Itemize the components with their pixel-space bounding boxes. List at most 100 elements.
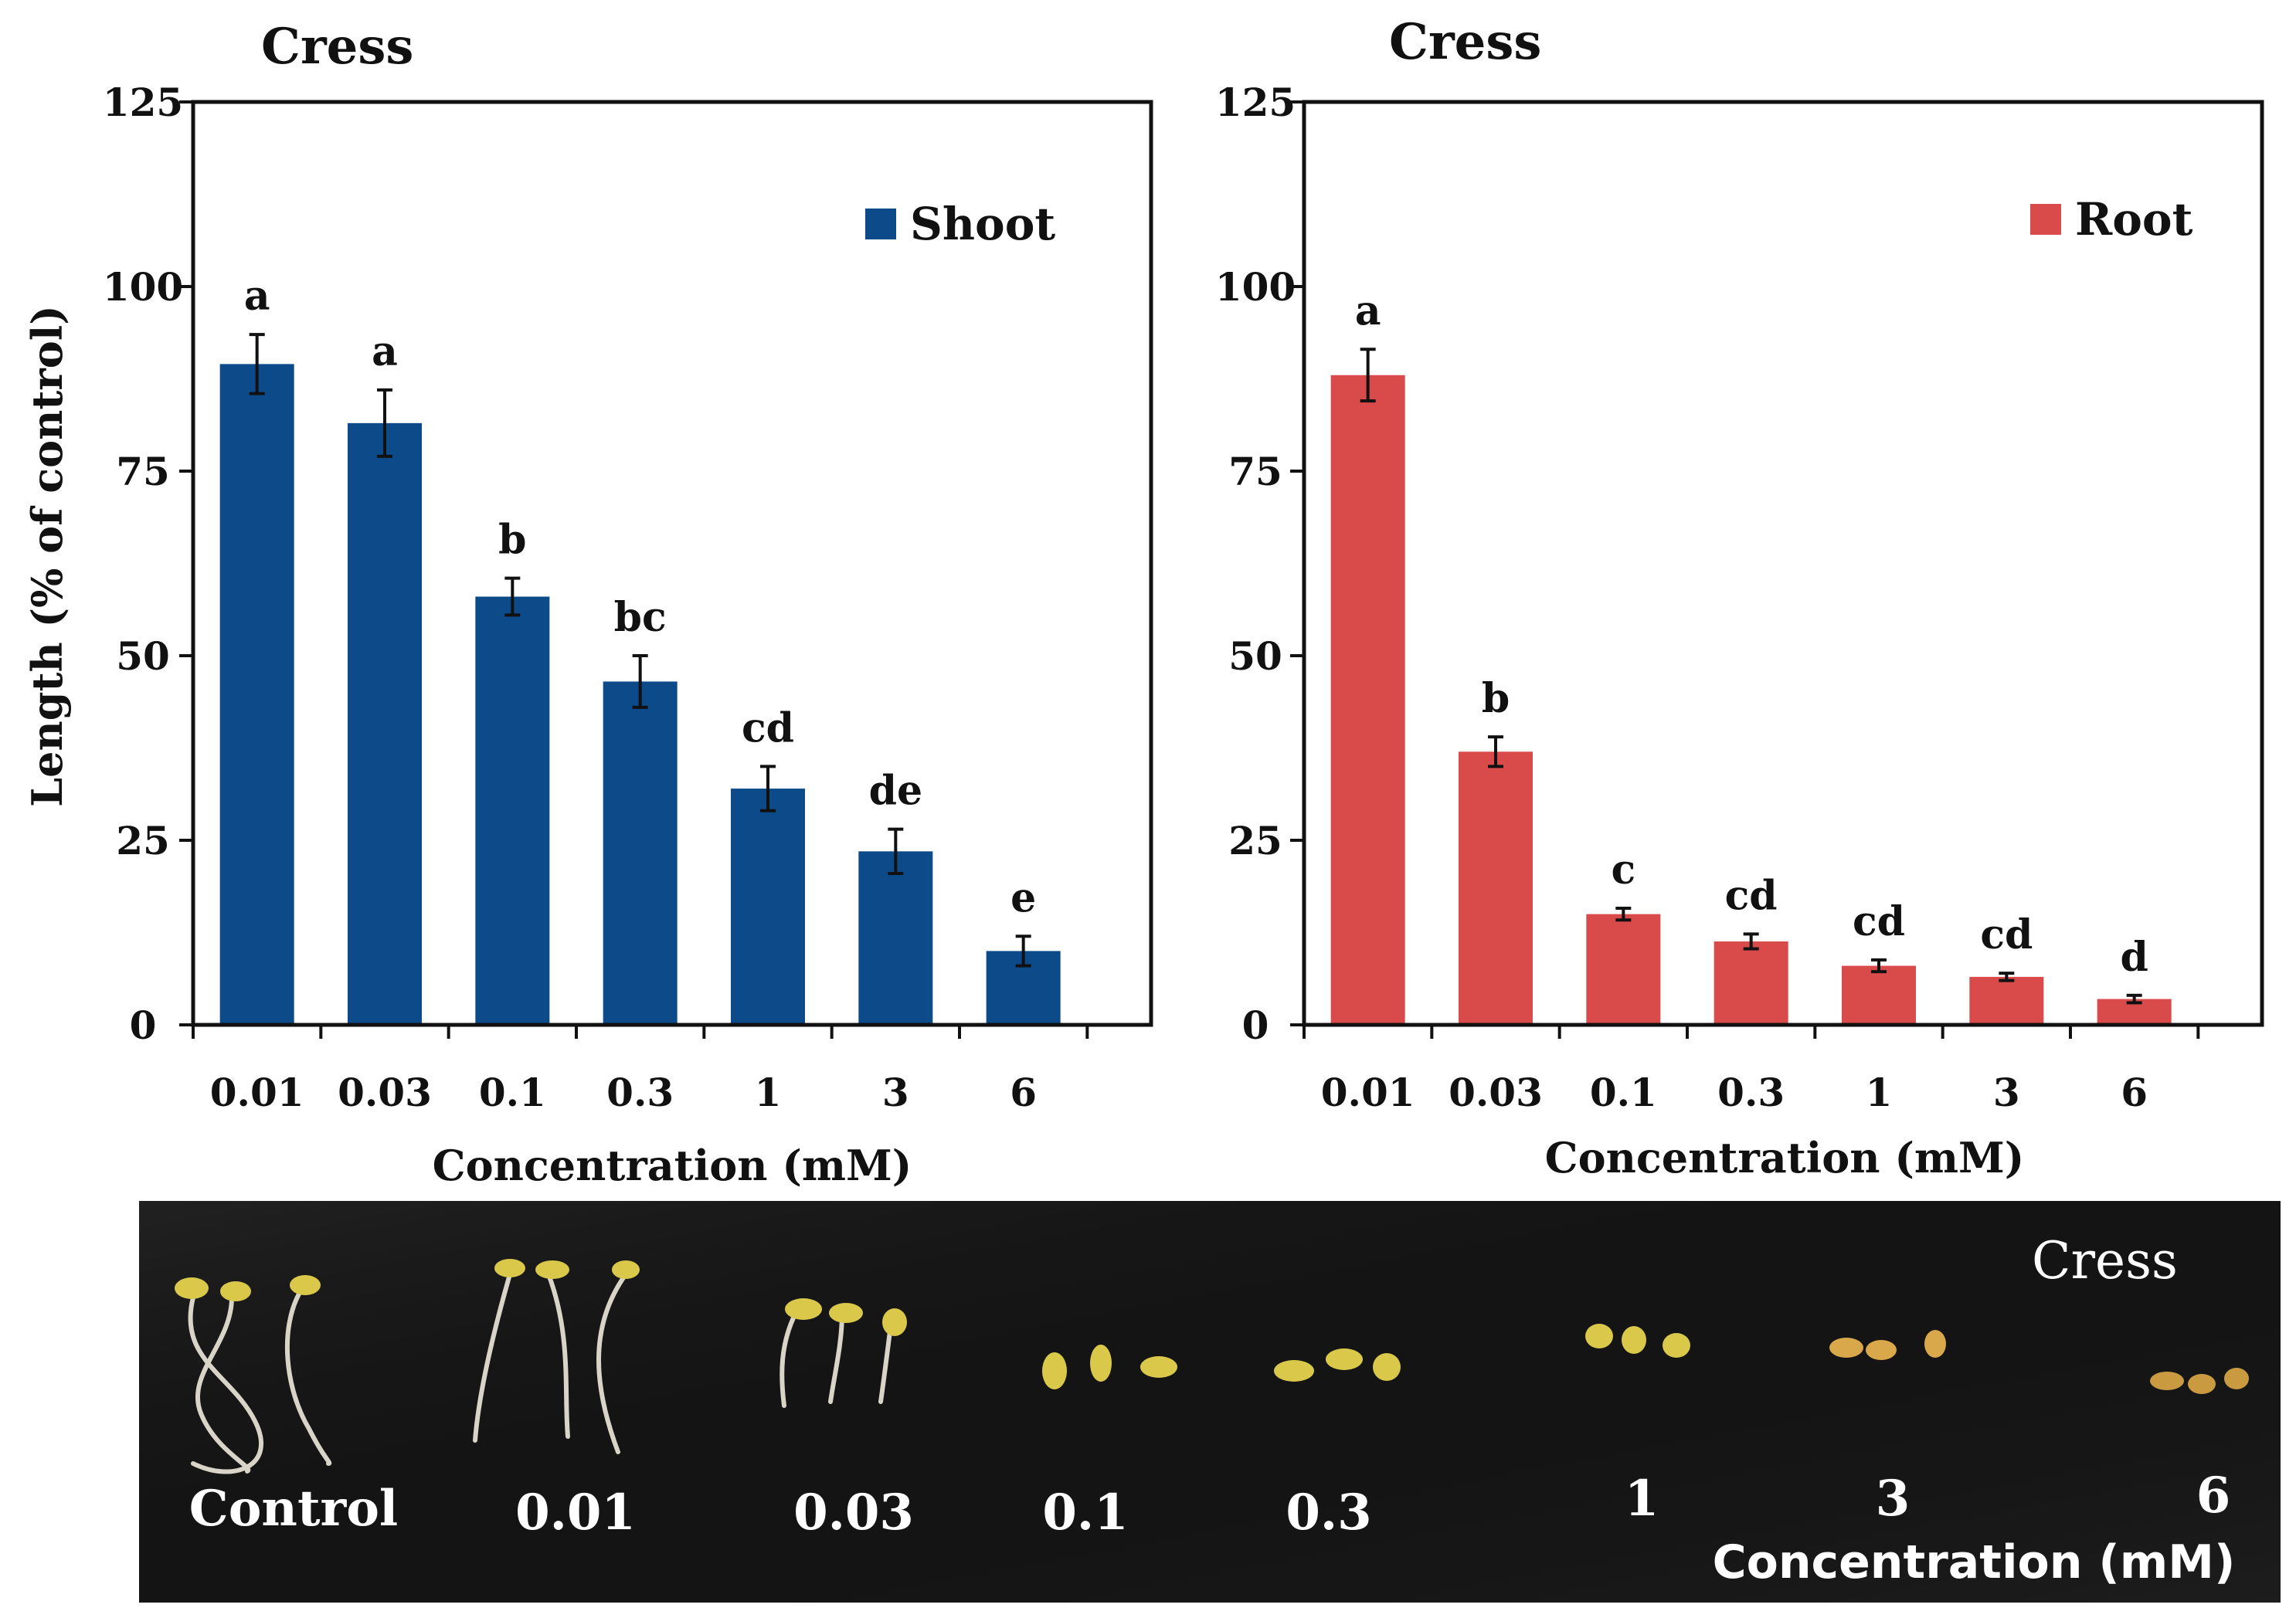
shoot-x-tick-label: 0.01 [210,1070,304,1115]
shoot-significance-letter: cd [742,704,794,751]
shoot-legend: Shoot [865,198,1055,250]
shoot-bar [475,596,550,1025]
seedling-photo: Cress [139,1201,2281,1603]
shoot-y-tick-label: 0 [130,1002,157,1048]
root-x-tick-label: 6 [2121,1070,2148,1115]
seedlings-control [175,1275,332,1474]
shoot-significance-letter: a [372,328,398,375]
shoot-x-tick-label: 6 [1010,1070,1037,1115]
shoot-significance-letter: a [244,273,270,320]
root-chart: Cress Concentration (mM) 0 25 50 75 100 125 0… [1215,13,2264,1182]
photo-label: 0.03 [793,1484,914,1542]
shoot-bar [858,851,933,1025]
root-plot-frame [1302,100,2264,1027]
root-error-bar [2126,993,2142,1005]
seedlings-6 [2150,1368,2249,1394]
photo-label: 0.01 [515,1484,636,1542]
shoot-bar [603,681,678,1025]
photo-label: 0.3 [1286,1484,1371,1542]
root-y-tick-label: 125 [1215,80,1296,125]
shoot-y-tick-label: 50 [116,633,170,679]
root-error-bar [1999,972,2015,982]
root-legend-label: Root [2075,193,2193,246]
root-legend: Root [2030,193,2193,246]
root-y-tick-label: 0 [1242,1002,1269,1048]
root-x-tick-label: 3 [1993,1070,2020,1115]
shoot-legend-swatch [865,209,896,239]
photo-x-axis-label: Concentration (mM) [1713,1535,2236,1589]
shoot-error-bar [632,654,648,709]
shoot-y-tick-label: 25 [116,818,170,863]
seedlings-3 [1829,1330,1946,1360]
root-significance-letter: a [1355,287,1381,334]
shoot-y-ticks: 0 25 50 75 100 125 [103,80,193,1048]
shoot-y-tick-label: 75 [116,449,170,494]
root-bar [1330,375,1405,1026]
photo-label: 0.1 [1042,1484,1128,1542]
photo-label: 3 [1876,1470,1911,1528]
shoot-error-bar [1015,935,1031,968]
root-significance-letter: cd [1980,911,2033,958]
root-bar [1969,976,2044,1025]
root-chart-title: Cress [1389,13,1541,71]
root-bar [1714,941,1788,1025]
seedlings-0-03 [779,1298,907,1408]
shoot-x-tick-label: 0.1 [479,1070,546,1115]
shoot-chart-title: Cress [261,18,413,76]
root-y-tick-label: 25 [1228,818,1282,863]
shoot-x-tick-label: 0.3 [606,1070,674,1115]
root-x-tick-label: 0.01 [1321,1070,1415,1115]
root-error-bar [1488,735,1503,768]
shoot-x-ticks: 0.01 0.03 0.1 0.3 1 3 6 [192,1025,1089,1115]
root-error-bar [1360,348,1376,403]
shoot-bar [219,364,294,1025]
seedlings-0-3 [1274,1348,1401,1382]
shoot-bars: a a b bc cd de e [219,273,1061,1025]
shoot-error-bar [377,388,392,458]
root-bar [1842,965,1916,1025]
seedlings-0-01 [473,1259,640,1454]
shoot-y-axis-label: Length (% of control) [22,305,72,807]
shoot-significance-letter: de [869,768,922,815]
root-significance-letter: cd [1725,872,1778,919]
root-y-ticks: 0 25 50 75 100 125 [1215,80,1304,1048]
root-x-ticks: 0.01 0.03 0.1 0.3 1 3 6 [1303,1025,2200,1115]
photo-label: Control [189,1480,398,1538]
shoot-chart: Cress Length (% of control) Concentratio… [22,18,1153,1190]
shoot-x-tick-label: 1 [755,1070,782,1115]
photo-label: 1 [1625,1470,1659,1528]
root-error-bar [1615,906,1632,922]
root-x-tick-label: 0.3 [1717,1070,1785,1115]
root-x-tick-label: 0.1 [1590,1070,1657,1115]
shoot-significance-letter: e [1010,874,1036,921]
shoot-bar [731,789,805,1025]
shoot-plot-frame [191,100,1153,1027]
photo-label: 6 [2196,1467,2231,1525]
shoot-error-bar [760,765,776,812]
root-y-tick-label: 100 [1215,264,1296,310]
root-x-tick-label: 1 [1866,1070,1893,1115]
root-x-tick-label: 0.03 [1449,1070,1543,1115]
root-bar [1459,751,1533,1025]
shoot-error-bar [504,576,521,617]
shoot-bar [348,422,422,1025]
shoot-x-tick-label: 3 [882,1070,909,1115]
root-bar [1586,914,1661,1025]
root-significance-letter: b [1482,675,1510,722]
root-significance-letter: cd [1853,898,1905,945]
shoot-significance-letter: bc [614,594,667,641]
photo-concentration-labels: Control 0.01 0.03 0.1 0.3 1 3 6 [189,1467,2230,1542]
shoot-error-bar [888,827,904,876]
root-error-bar [1743,932,1759,951]
root-x-axis-label: Concentration (mM) [1545,1133,2025,1182]
shoot-error-bar [249,333,265,395]
shoot-x-axis-label: Concentration (mM) [433,1141,912,1190]
root-significance-letter: c [1611,846,1635,894]
root-error-bar [1871,958,1887,974]
shoot-y-tick-label: 125 [103,80,183,125]
photo-title: Cress [2032,1231,2178,1291]
root-significance-letter: d [2120,934,2148,981]
shoot-x-tick-label: 0.03 [338,1070,432,1115]
seedlings-0-1 [1042,1345,1177,1389]
